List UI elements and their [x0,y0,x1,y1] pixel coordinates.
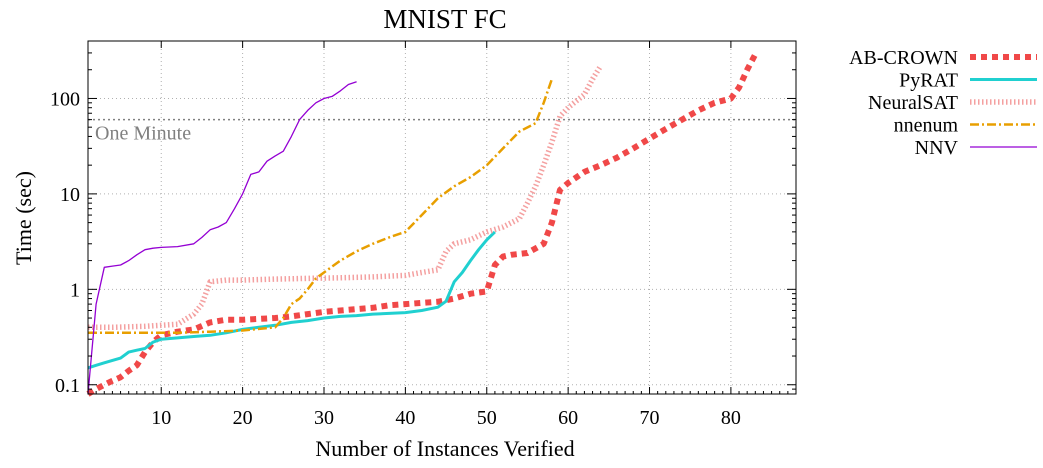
x-tick-label: 40 [395,407,415,429]
y-tick-label: 10 [60,184,80,206]
series-line-nnenum [88,78,554,335]
chart-title: MNIST FC [383,4,506,34]
series-lines [86,52,758,397]
series-line-ab-crown [86,52,758,397]
x-tick-label: 30 [314,407,334,429]
series-line-pyrat [87,230,496,370]
legend-label-nnv: NNV [915,137,959,159]
y-tick-label: 100 [50,88,80,110]
legend-label-ab-crown: AB-CROWN [849,47,958,69]
legend-label-nnenum: nnenum [894,115,959,137]
y-tick-label: 1 [70,279,80,301]
x-axis: 10 20 30 40 50 60 70 80 [87,41,797,429]
y-axis-label: Time (sec) [11,171,36,265]
x-tick-label: 50 [477,407,497,429]
legend-label-neuralsat: NeuralSAT [868,92,958,114]
plot-frame [87,40,797,395]
x-tick-label: 60 [558,407,578,429]
series-line-neuralsat [88,64,604,331]
x-tick-label: 20 [233,407,253,429]
x-tick-label: 80 [721,407,741,429]
series-line-nnv [87,81,357,395]
y-tick-label: 0.1 [55,375,80,397]
x-axis-label: Number of Instances Verified [315,436,574,461]
x-tick-label: 70 [640,407,660,429]
legend-label-pyrat: PyRAT [899,70,958,92]
y-axis: 0.1 1 10 100 [50,40,796,397]
reference-line: One Minute [88,118,796,145]
x-tick-label: 10 [151,407,171,429]
one-minute-label: One Minute [95,123,191,145]
grid [88,41,796,394]
